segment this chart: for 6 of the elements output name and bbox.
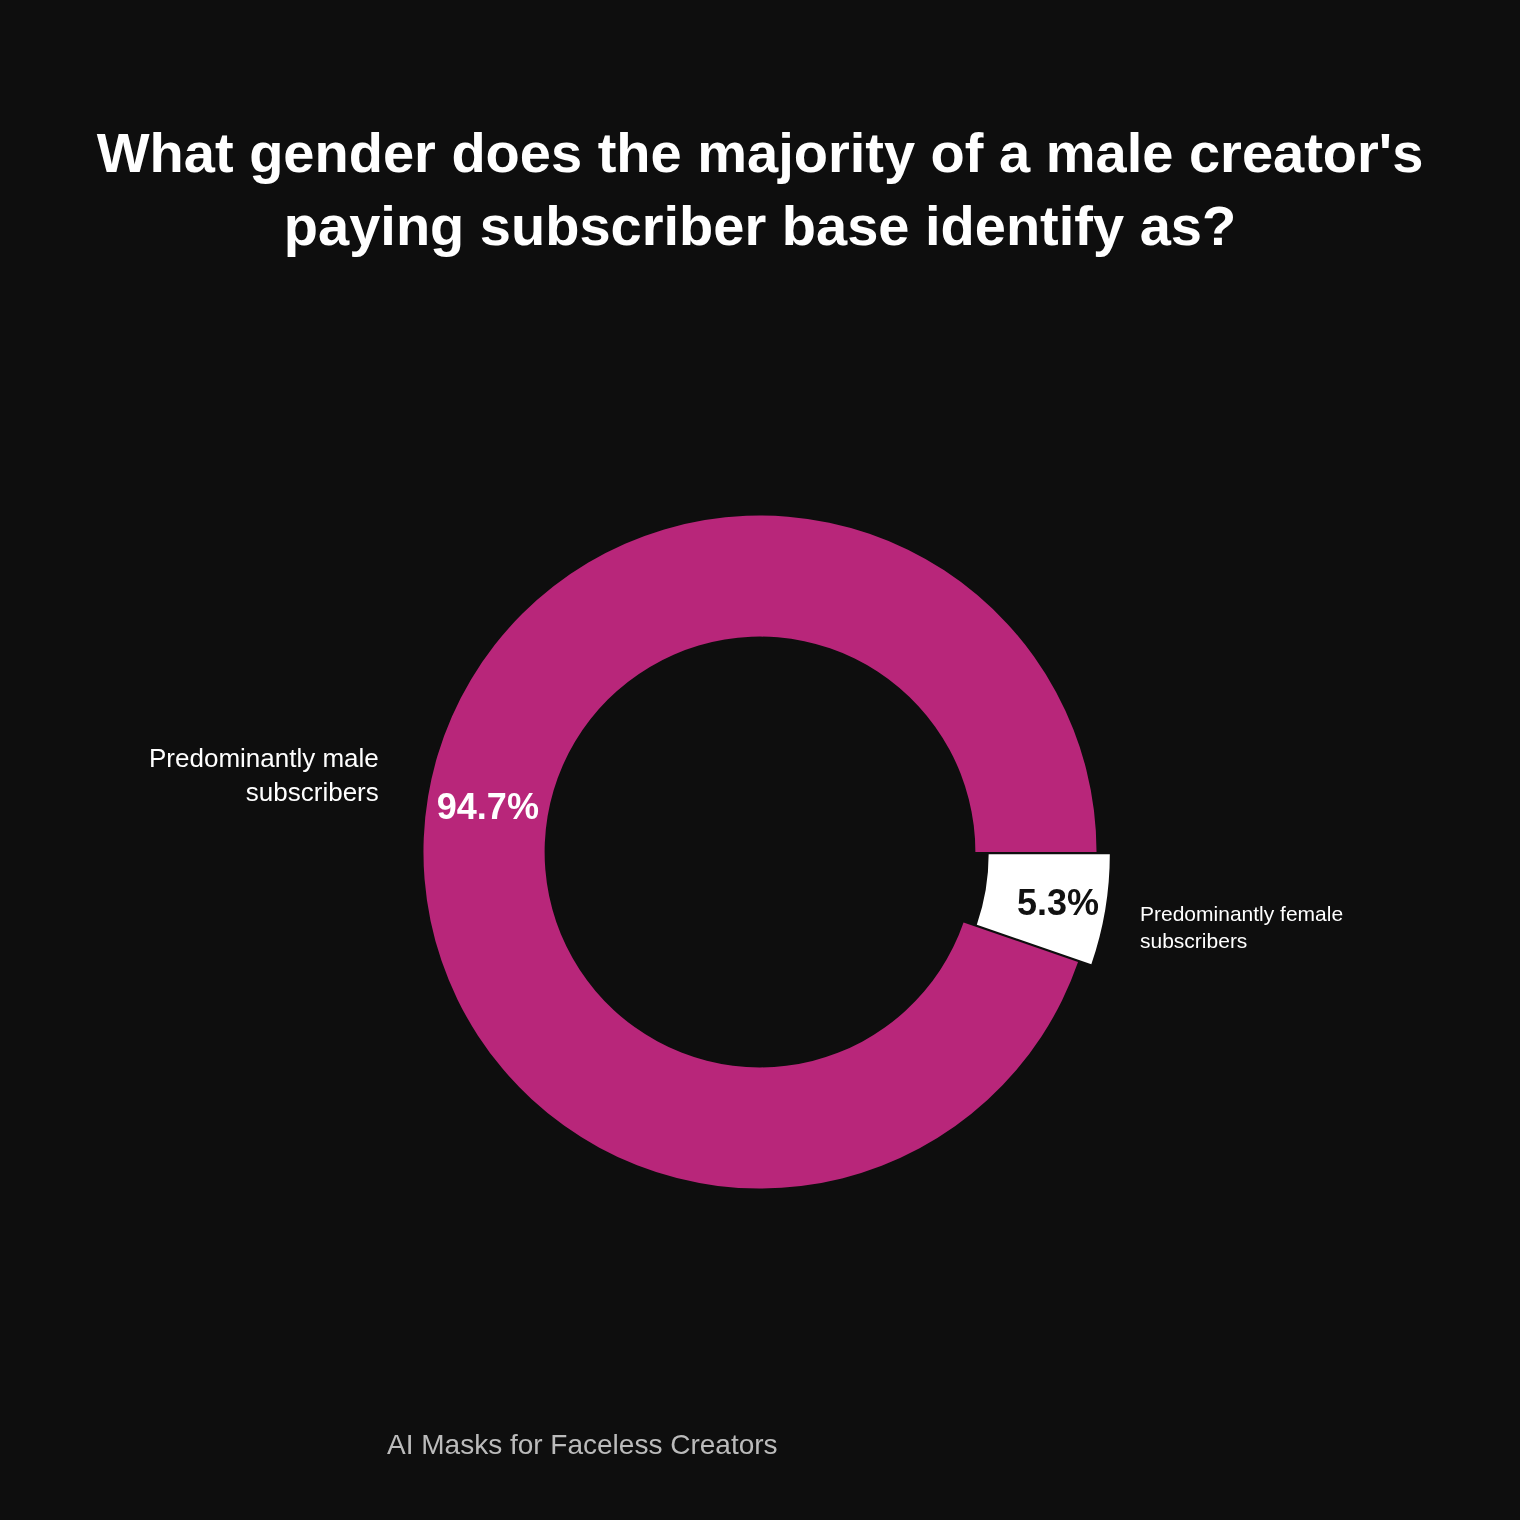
data-label: 94.7% bbox=[436, 785, 539, 827]
slice-label: Predominantly male subscribers bbox=[149, 743, 379, 807]
chart-title: What gender does the majority of a male creator's paying subscriber base identify as? bbox=[96, 121, 1424, 257]
text: AI Masks for Faceless Creators bbox=[387, 1429, 778, 1460]
slice-label: Predominantly female subscribers bbox=[1140, 902, 1344, 953]
data-label: 5.3% bbox=[1016, 881, 1100, 923]
